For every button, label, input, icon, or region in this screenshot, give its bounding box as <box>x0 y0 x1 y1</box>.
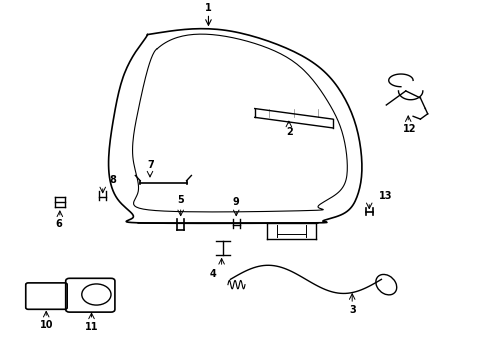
Text: 2: 2 <box>287 127 293 137</box>
Text: 7: 7 <box>147 160 154 170</box>
Text: 6: 6 <box>55 220 62 229</box>
Text: 11: 11 <box>85 321 98 332</box>
Text: 5: 5 <box>177 195 184 206</box>
Text: 3: 3 <box>350 305 357 315</box>
Text: 12: 12 <box>402 125 416 134</box>
Text: 10: 10 <box>40 320 53 330</box>
Text: 9: 9 <box>233 197 240 207</box>
Text: 4: 4 <box>210 269 217 279</box>
Text: 8: 8 <box>109 175 116 185</box>
Text: 13: 13 <box>379 191 392 201</box>
Text: 1: 1 <box>205 3 212 13</box>
